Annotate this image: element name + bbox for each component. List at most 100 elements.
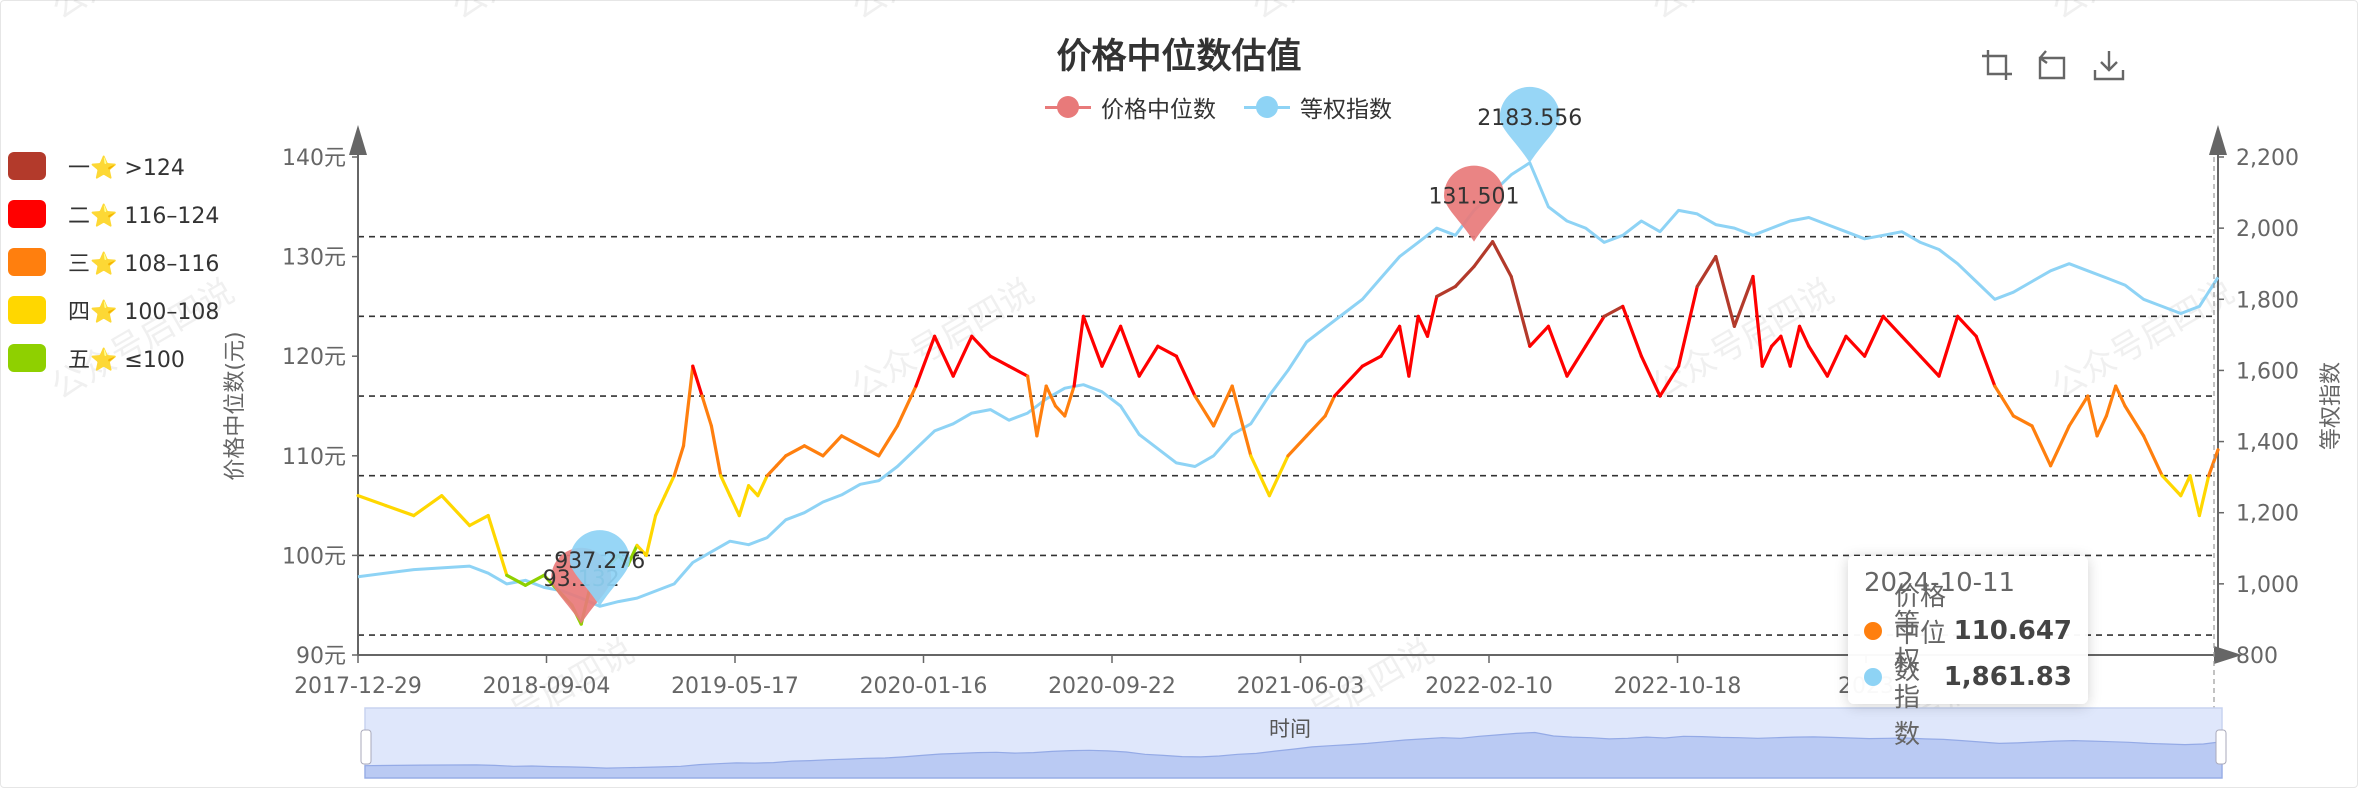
- series-segment-median-price: [1379, 324, 1402, 358]
- datazoom-handle-left: [360, 729, 372, 765]
- series-segment-median-price: [1453, 264, 1476, 289]
- series-segment-median-price: [1955, 314, 1978, 338]
- restore-icon[interactable]: [2036, 48, 2070, 82]
- watermark-text: 公众号启四说: [1645, 0, 1842, 28]
- series-segment-median-price: [1081, 314, 1104, 368]
- series-segment-median-price: [1053, 404, 1067, 418]
- x-tick-label: 2020-09-22: [1048, 674, 1176, 699]
- series-segment-median-price: [719, 474, 732, 498]
- series-segment-median-price: [1658, 364, 1681, 398]
- visual-map-label: 四⭐ 100–108: [68, 300, 220, 325]
- left-tick-label: 90元: [296, 644, 346, 669]
- series-segment-median-price: [1193, 394, 1216, 428]
- right-tick-label: 800: [2236, 644, 2278, 669]
- watermark-text: 公众号启四说: [1645, 271, 1842, 408]
- series-segment-median-price: [1760, 344, 1774, 368]
- series-segment-median-price: [1118, 324, 1141, 378]
- series-segment-median-price: [1304, 414, 1327, 438]
- left-axis-title: 价格中位数(元): [223, 331, 248, 480]
- series-segment-median-price: [709, 424, 723, 478]
- zoom-icon[interactable]: [1980, 48, 2014, 82]
- tooltip-date: 2024-10-11: [1864, 568, 2016, 598]
- datazoom-label: 时间: [1269, 717, 1311, 741]
- series-segment-median-price: [1063, 384, 1076, 418]
- series-segment-median-price: [858, 444, 881, 458]
- left-tick-label: 130元: [282, 246, 346, 271]
- series-segment-median-price: [1100, 324, 1123, 368]
- series-line-equal-weight-index: [357, 161, 2220, 608]
- series-segment-median-price: [1881, 314, 1904, 338]
- left-tick-label: 140元: [282, 146, 346, 171]
- left-axis-arrow: [349, 125, 367, 155]
- series-segment-median-price: [2030, 424, 2053, 468]
- series-segment-median-price: [1072, 314, 1086, 388]
- series-segment-median-price: [1025, 374, 1039, 438]
- datazoom-handle-right: [2215, 729, 2227, 765]
- left-tick-label: 100元: [282, 544, 346, 569]
- series-segment-median-price: [1044, 384, 1058, 408]
- visual-map-legend: 一⭐ >124 二⭐ 116–124 三⭐ 108–116 四⭐ 100–108…: [8, 142, 220, 382]
- series-segment-median-price: [1639, 354, 1662, 398]
- series-segment-median-price: [1769, 334, 1783, 348]
- visual-map-item[interactable]: 三⭐ 108–116: [8, 238, 220, 286]
- series-segment-median-price: [914, 334, 937, 388]
- series-segment-median-price: [440, 494, 472, 528]
- series-segment-median-price: [2207, 448, 2220, 478]
- x-tick-label: 2019-05-17: [671, 674, 799, 699]
- visual-map-item[interactable]: 四⭐ 100–108: [8, 286, 220, 334]
- series-segment-median-price: [1007, 364, 1030, 378]
- tooltip-dot: [1864, 622, 1882, 640]
- series-segment-median-price: [1546, 324, 1569, 378]
- visual-map-label: 三⭐ 108–116: [68, 252, 220, 277]
- series-segment-median-price: [1788, 324, 1802, 368]
- series-segment-median-price: [1360, 354, 1383, 368]
- legend-item-equal-weight-index[interactable]: 等权指数: [1244, 90, 1392, 124]
- legend-item-median-price[interactable]: 价格中位数: [1045, 90, 1216, 124]
- series-segment-median-price: [988, 354, 1011, 368]
- legend-swatch: [1045, 95, 1091, 119]
- series-segment-median-price: [681, 364, 695, 448]
- series-segment-median-price: [1249, 454, 1272, 498]
- series-segment-median-price: [821, 434, 844, 458]
- visual-map-item[interactable]: 二⭐ 116–124: [8, 190, 219, 238]
- series-segment-median-price: [1035, 384, 1048, 438]
- series-segment-median-price: [2188, 474, 2201, 518]
- series-segment-median-price: [1509, 274, 1532, 348]
- chart-toolbox: [1980, 48, 2126, 82]
- series-segment-median-price: [1407, 314, 1420, 378]
- visual-map-chip: [8, 248, 46, 276]
- series-segment-median-price: [691, 364, 704, 398]
- watermark-text: 公众号启四说: [445, 0, 642, 28]
- series-segment-median-price: [1435, 284, 1458, 299]
- series-segment-median-price: [1211, 384, 1234, 428]
- series-segment-median-price: [728, 494, 741, 518]
- series-segment-median-price: [1714, 255, 1737, 328]
- visual-map-item[interactable]: 一⭐ >124: [8, 142, 185, 190]
- series-segment-median-price: [1323, 394, 1337, 418]
- series-segment-median-price: [1156, 344, 1179, 358]
- mark-pin-label: 131.501: [1429, 185, 1520, 210]
- series-segment-median-price: [1174, 354, 1197, 398]
- tooltip-value: 110.647: [1953, 616, 2072, 646]
- watermark-text: 公众号启四说: [845, 271, 1042, 408]
- series-segment-median-price: [1807, 344, 1830, 378]
- legend-swatch: [1244, 95, 1290, 119]
- visual-map-item[interactable]: 五⭐ ≤100: [8, 334, 185, 382]
- series-segment-median-price: [505, 573, 528, 587]
- series-segment-median-price: [1230, 384, 1253, 458]
- tooltip-dot: [1864, 668, 1882, 686]
- series-segment-median-price: [1416, 314, 1430, 338]
- tooltip-row: 等权指数 1,861.83: [1864, 609, 2072, 750]
- download-icon[interactable]: [2092, 48, 2126, 82]
- series-segment-median-price: [1286, 434, 1309, 458]
- series-segment-median-price: [635, 543, 648, 558]
- tooltip-series-name: 等权指数: [1894, 609, 1921, 750]
- series-segment-median-price: [1332, 384, 1346, 398]
- chart-title: 价格中位数估值: [1056, 37, 1302, 77]
- x-tick-label: 2018-09-04: [483, 674, 611, 699]
- series-segment-median-price: [1695, 255, 1718, 289]
- series-segment-median-price: [663, 474, 676, 498]
- series-segment-median-price: [2086, 394, 2099, 438]
- series-segment-median-price: [1425, 294, 1439, 338]
- mark-pin: [1444, 165, 1504, 242]
